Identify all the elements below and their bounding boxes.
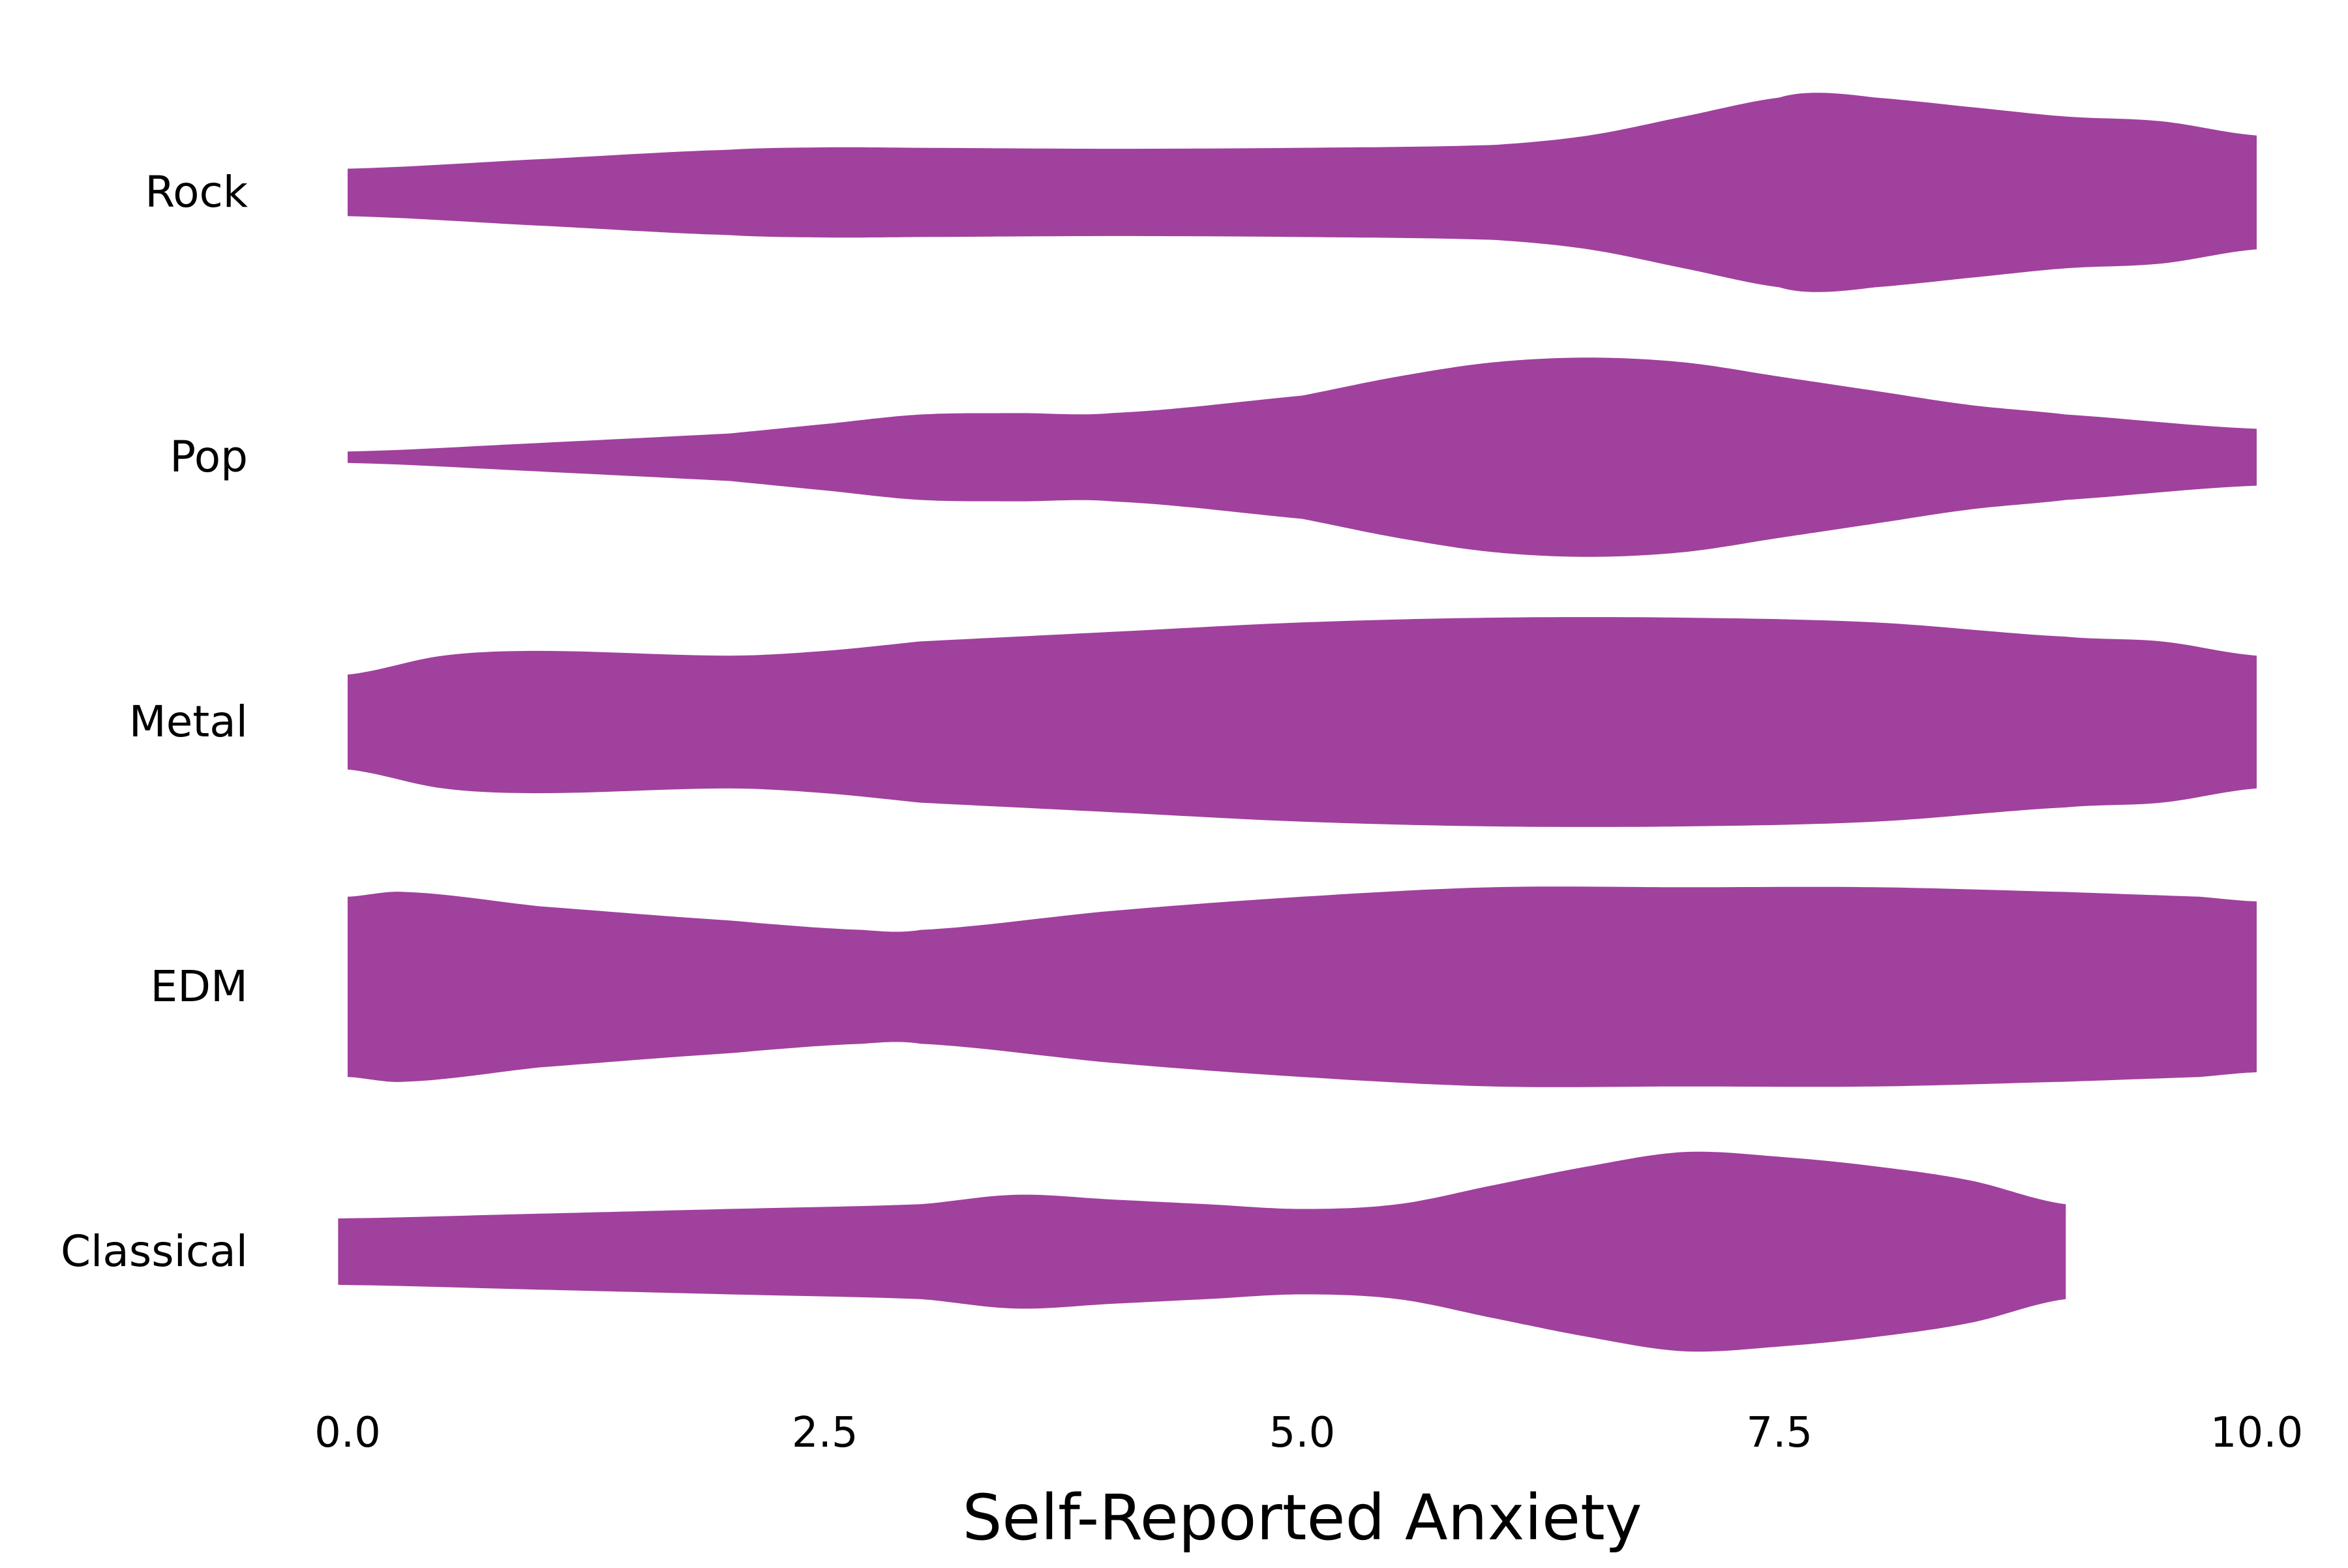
violin-layer bbox=[338, 93, 2257, 1352]
x-tick-label: 2.5 bbox=[792, 1409, 858, 1457]
violin-edm bbox=[348, 886, 2257, 1087]
category-labels: Rock Pop Metal EDM Classical bbox=[61, 167, 248, 1276]
violin-rock bbox=[348, 93, 2257, 292]
x-tick-label: 0.0 bbox=[314, 1409, 381, 1457]
violin-classical bbox=[338, 1151, 2066, 1352]
x-tick-label: 7.5 bbox=[1746, 1409, 1813, 1457]
violin-pop bbox=[348, 357, 2257, 557]
category-label-pop: Pop bbox=[170, 432, 248, 482]
category-label-rock: Rock bbox=[145, 167, 248, 217]
x-tick-labels: 0.0 2.5 5.0 7.5 10.0 bbox=[314, 1409, 2303, 1457]
category-label-metal: Metal bbox=[129, 697, 248, 747]
category-label-edm: EDM bbox=[151, 961, 248, 1012]
violin-metal bbox=[348, 617, 2257, 827]
x-tick-label: 10.0 bbox=[2210, 1409, 2304, 1457]
category-label-classical: Classical bbox=[61, 1226, 248, 1276]
x-tick-label: 5.0 bbox=[1269, 1409, 1336, 1457]
x-axis-title: Self-Reported Anxiety bbox=[962, 1481, 1642, 1554]
